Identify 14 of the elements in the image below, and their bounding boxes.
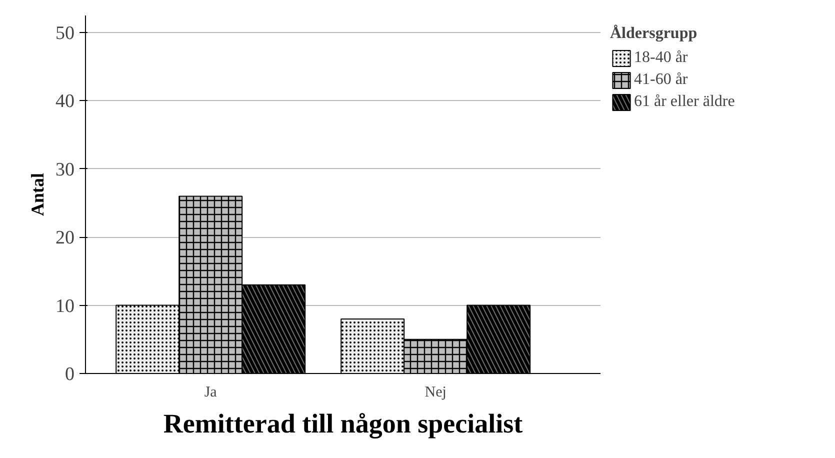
legend-label: 18-40 år xyxy=(634,49,688,67)
x-tick-label: Ja xyxy=(204,384,218,400)
y-tick-label: 10 xyxy=(56,296,74,317)
x-axis-title: Remitterad till någon specialist xyxy=(163,408,523,438)
x-tick-label: Nej xyxy=(424,384,446,400)
legend-label: 61 år eller äldre xyxy=(634,93,735,111)
legend-title: Åldersgrupp xyxy=(610,25,698,43)
y-tick-label: 30 xyxy=(56,159,74,180)
legend-label: 41-60 år xyxy=(634,71,688,89)
y-tick-label: 40 xyxy=(56,91,74,112)
y-tick-label: 50 xyxy=(56,23,74,44)
y-tick-label: 20 xyxy=(56,228,74,249)
y-tick-label: 0 xyxy=(65,364,74,385)
y-axis-title: Antal xyxy=(28,172,48,216)
